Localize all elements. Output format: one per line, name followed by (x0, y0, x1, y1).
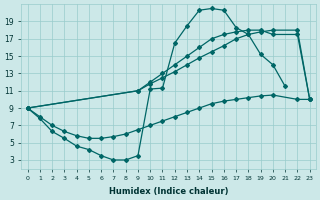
X-axis label: Humidex (Indice chaleur): Humidex (Indice chaleur) (109, 187, 228, 196)
